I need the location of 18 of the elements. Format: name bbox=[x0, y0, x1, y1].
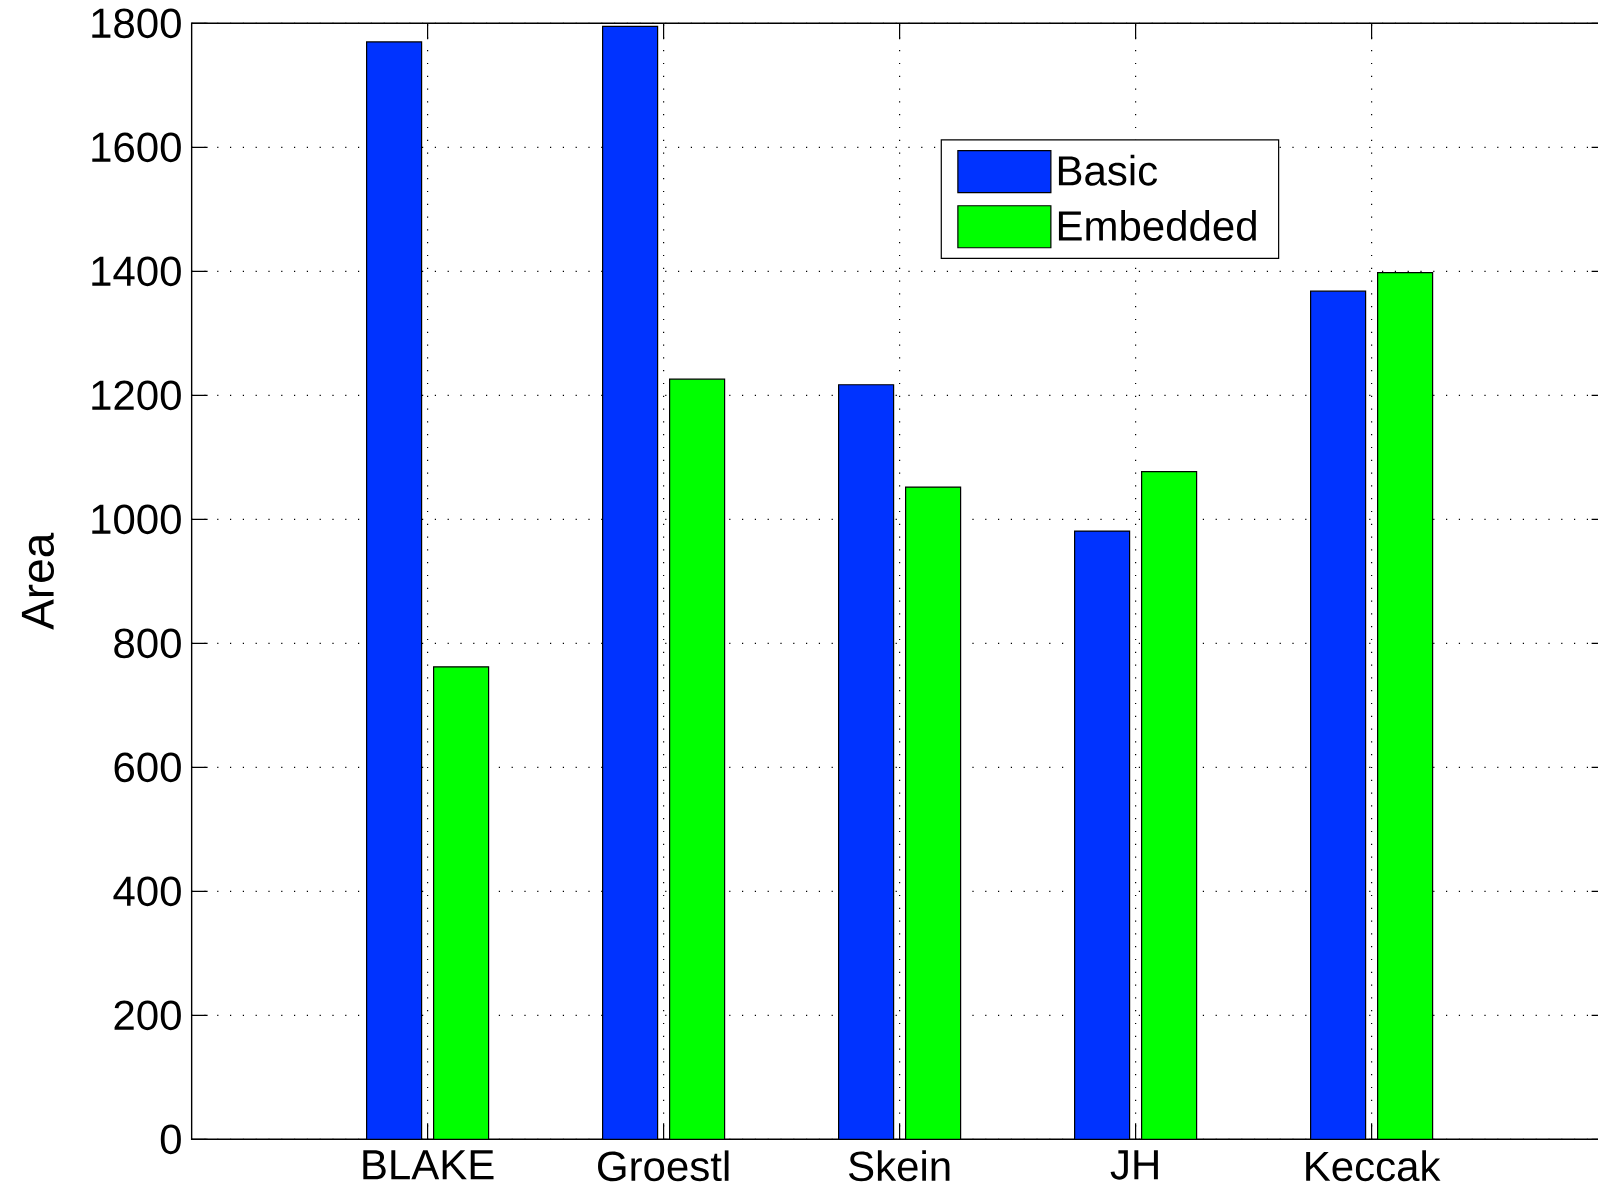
y-axis-title: Area bbox=[21, 532, 54, 630]
legend-label: Embedded bbox=[1058, 210, 1256, 241]
x-tick-label: Keccak bbox=[1306, 1150, 1441, 1182]
y-tick-label: 200 bbox=[114, 1000, 181, 1031]
x-tick-label: Skein bbox=[848, 1150, 950, 1182]
y-tick-label: 1800 bbox=[92, 8, 181, 39]
y-tick-label: 1400 bbox=[92, 256, 181, 287]
x-tick-label: BLAKE bbox=[363, 1150, 494, 1180]
y-tick-label: 400 bbox=[113, 876, 181, 907]
y-tick-label: 600 bbox=[114, 752, 181, 783]
y-tick-label: 800 bbox=[114, 628, 181, 659]
y-tick-label: 0 bbox=[160, 1124, 181, 1155]
x-tick-label: JH bbox=[1110, 1150, 1158, 1180]
legend-label: Basic bbox=[1058, 154, 1158, 186]
y-tick-label: 1200 bbox=[92, 380, 181, 411]
y-tick-label: 1000 bbox=[92, 504, 181, 535]
y-tick-label: 1600 bbox=[92, 132, 181, 163]
x-tick-label: Groestl bbox=[598, 1150, 729, 1182]
